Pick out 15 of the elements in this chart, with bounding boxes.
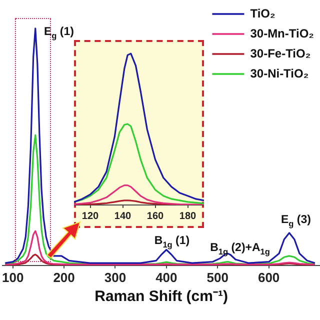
x-tick-label: 100 bbox=[2, 270, 24, 285]
x-tick-label: 180 bbox=[179, 210, 197, 222]
x-tick-label: 120 bbox=[82, 210, 100, 222]
x-tick-label: 400 bbox=[156, 270, 178, 285]
x-tick-label: 140 bbox=[114, 210, 132, 222]
x-axis-title: Raman Shift (cm⁻¹) bbox=[94, 288, 228, 306]
x-tick-label: 600 bbox=[258, 270, 280, 285]
x-tick-label: 300 bbox=[104, 270, 126, 285]
x-tick-label: 500 bbox=[206, 270, 228, 285]
legend-label: TiO₂ bbox=[250, 6, 276, 20]
x-tick-label: 200 bbox=[53, 270, 75, 285]
legend-label: 30-Ni-TiO₂ bbox=[250, 66, 309, 80]
legend-label: 30-Fe-TiO₂ bbox=[250, 46, 311, 60]
x-tick-label: 160 bbox=[146, 210, 164, 222]
legend-label: 30-Mn-TiO₂ bbox=[250, 26, 314, 40]
